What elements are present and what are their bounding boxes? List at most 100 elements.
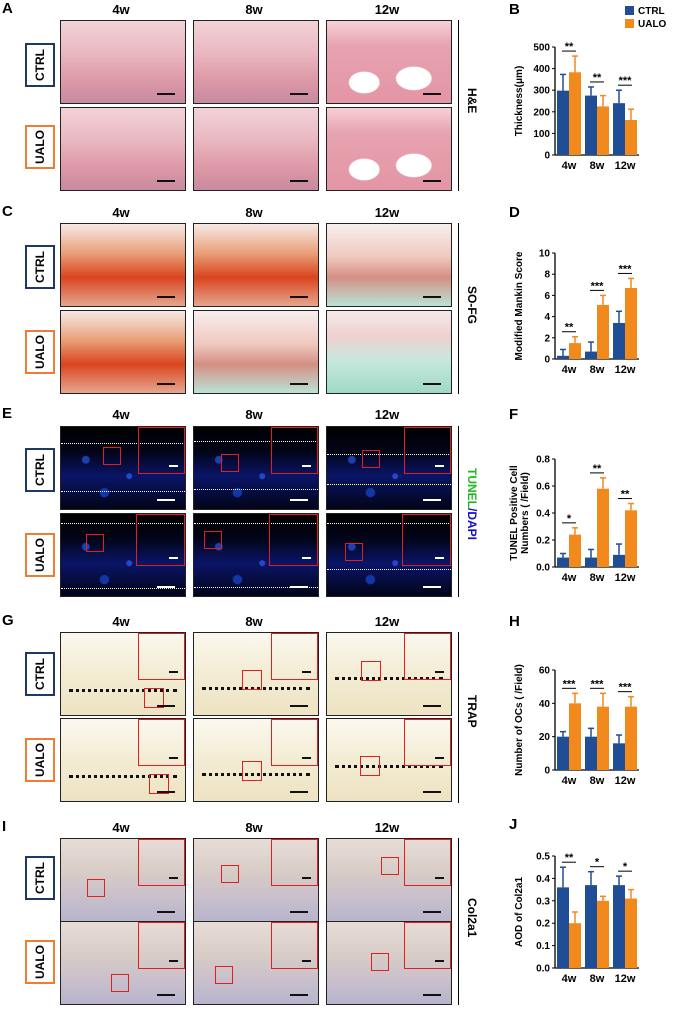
he-ctrl-8w-image: [193, 20, 319, 104]
tunel-ualo-8w-image: [193, 513, 319, 597]
x-tick-label-4w: 4w: [562, 973, 577, 985]
significance-marker: **: [593, 72, 602, 84]
bar-ualo-4w: [569, 343, 581, 359]
legend-label-ctrl: CTRL: [638, 6, 665, 17]
bar-ualo-4w: [569, 534, 581, 567]
column-header-4w: 4w: [112, 2, 130, 17]
row-label-ualo: UALO: [25, 738, 55, 782]
column-header-8w: 8w: [245, 820, 263, 835]
stain-label-sofg: SO-FG: [465, 286, 479, 324]
panel-letter-e: E: [2, 405, 13, 422]
column-header-8w: 8w: [245, 407, 263, 422]
chart-h-ocs: H 0 20 40 60 Number of OCs ( /Field) 4w *** 8w **…: [509, 613, 639, 787]
row-label-ctrl: CTRL: [25, 245, 55, 289]
panel-letter-b: B: [509, 1, 520, 18]
y-tick-label: 0: [544, 355, 550, 366]
row-divider: [458, 838, 459, 1005]
significance-marker: ***: [591, 280, 605, 292]
y-axis-label: TUNEL Positive Cell: [509, 465, 520, 561]
bar-ctrl-8w: [585, 95, 597, 155]
sofg-ctrl-8w-image: [193, 223, 319, 307]
bar-ctrl-4w: [557, 887, 569, 968]
x-tick-label-12w: 12w: [615, 364, 636, 376]
trap-ctrl-4w-image: [60, 632, 186, 716]
stain-label-tunel-dapi: TUNEL/DAPI: [465, 468, 479, 541]
significance-marker: ***: [619, 682, 633, 694]
y-tick-label: 0: [544, 766, 550, 777]
y-tick-label: 0.2: [536, 919, 550, 930]
panel-letter-f: F: [509, 406, 518, 423]
tunel-ualo-12w-image: [326, 513, 452, 597]
y-tick-label: 10: [539, 249, 551, 260]
y-axis-label: Numbers ( /Field): [520, 472, 531, 554]
bar-ualo-8w: [597, 488, 609, 567]
y-tick-label: 0.0: [536, 964, 550, 975]
row-label-ualo: UALO: [25, 940, 55, 984]
y-tick-label: 0.5: [536, 852, 550, 863]
significance-marker: ***: [619, 75, 633, 87]
bar-ctrl-12w: [613, 322, 625, 359]
col2a1-ctrl-8w-image: [193, 838, 319, 922]
y-tick-label: 0.4: [536, 874, 550, 885]
tunel-ctrl-8w-image: [193, 426, 319, 510]
column-header-12w: 12w: [374, 407, 400, 422]
bar-ualo-8w: [597, 106, 609, 155]
row-label-ctrl: CTRL: [25, 43, 55, 87]
row-divider: [458, 20, 459, 191]
y-tick-label: 500: [533, 43, 550, 54]
y-axis-label: AOD of Col2a1: [514, 877, 525, 947]
column-header-12w: 12w: [374, 205, 400, 220]
row-label-ctrl: CTRL: [25, 448, 55, 492]
x-tick-label-8w: 8w: [590, 572, 605, 584]
significance-marker: ***: [563, 678, 577, 690]
significance-marker: *: [623, 861, 628, 873]
x-tick-label-12w: 12w: [615, 160, 636, 172]
column-header-8w: 8w: [245, 2, 263, 17]
he-ualo-8w-image: [193, 107, 319, 191]
stain-label-he: H&E: [465, 88, 479, 114]
y-tick-label: 0: [544, 151, 550, 162]
significance-marker: **: [593, 463, 602, 475]
x-tick-label-8w: 8w: [590, 364, 605, 376]
y-axis-label: Thickness(μm): [514, 66, 525, 137]
y-axis-label: Modified Mankin Score: [514, 251, 525, 360]
chart-b-thickness: B 0 100 200 300 400 500 Thickness(μm) 4w ** 8w ** 12…: [509, 1, 667, 172]
y-tick-label: 0.4: [536, 509, 550, 520]
col2a1-ualo-12w-image: [326, 921, 452, 1005]
bar-ctrl-8w: [585, 736, 597, 770]
column-header-4w: 4w: [112, 205, 130, 220]
col2a1-ctrl-4w-image: [60, 838, 186, 922]
sofg-ctrl-4w-image: [60, 223, 186, 307]
bar-ctrl-4w: [557, 90, 569, 155]
bar-ctrl-8w: [585, 351, 597, 359]
bar-ctrl-4w: [557, 736, 569, 770]
column-header-12w: 12w: [374, 820, 400, 835]
column-header-12w: 12w: [374, 2, 400, 17]
tunel-ctrl-4w-image: [60, 426, 186, 510]
panel-letter-j: J: [509, 816, 517, 833]
row-label-ualo: UALO: [25, 125, 55, 169]
column-header-4w: 4w: [112, 407, 130, 422]
row-divider: [458, 426, 459, 597]
bar-ualo-12w: [625, 120, 637, 155]
bar-ctrl-8w: [585, 885, 597, 968]
y-tick-label: 400: [533, 64, 550, 75]
y-tick-label: 8: [544, 270, 550, 281]
panel-letter-g: G: [2, 612, 14, 629]
trap-ctrl-8w-image: [193, 632, 319, 716]
significance-marker: ***: [591, 678, 605, 690]
significance-marker: ***: [619, 263, 633, 275]
row-label-ctrl: CTRL: [25, 856, 55, 900]
trap-ualo-12w-image: [326, 718, 452, 802]
bar-ctrl-12w: [613, 554, 625, 567]
sofg-ualo-12w-image: [326, 310, 452, 394]
bar-ctrl-4w: [557, 557, 569, 567]
panel-letter-h: H: [509, 613, 520, 630]
he-ctrl-4w-image: [60, 20, 186, 104]
chart-j-aod: J 0.0 0.1 0.2 0.3 0.4 0.5 AOD of Col2a1 4w ** 8w * 1…: [509, 816, 639, 985]
significance-marker: **: [621, 489, 630, 501]
row-divider: [458, 632, 459, 803]
trap-ualo-4w-image: [60, 718, 186, 802]
stain-label-trap: TRAP: [465, 695, 479, 728]
column-header-4w: 4w: [112, 820, 130, 835]
